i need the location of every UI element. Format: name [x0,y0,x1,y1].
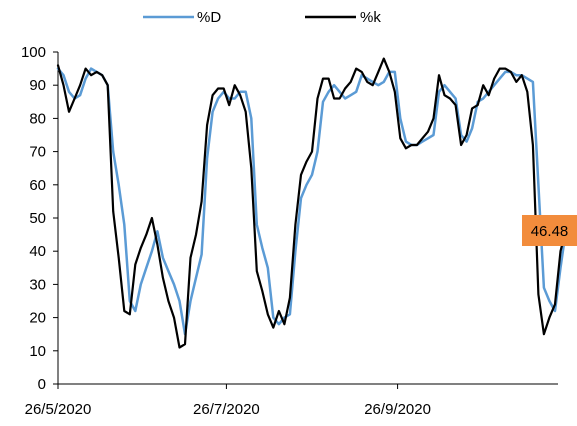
callout-value: 46.48 [531,223,569,240]
y-tick-label: 40 [29,243,46,260]
x-tick-label: 26/7/2020 [193,401,260,418]
x-tick-label: 26/9/2020 [364,401,431,418]
value-callout: 46.48 [522,215,577,246]
y-tick-label: 50 [29,210,46,227]
callout-box [522,215,577,246]
y-tick-label: 30 [29,276,46,293]
y-tick-label: 20 [29,310,46,327]
y-tick-label: 80 [29,110,46,127]
y-tick-label: 90 [29,77,46,94]
series-line-d [56,67,568,336]
legend-label-d: %D [197,9,221,26]
plot-lines [56,57,568,349]
y-tick-label: 100 [21,44,46,61]
x-axis: 26/5/2020 26/7/2020 26/9/2020 [25,383,558,418]
y-tick-label: 60 [29,177,46,194]
y-axis: 0 10 20 30 40 50 60 70 80 90 100 [21,44,59,393]
y-tick-label: 70 [29,144,46,161]
legend: %D %k [143,9,381,26]
y-tick-label: 10 [29,343,46,360]
series-line-k [56,57,568,349]
x-tick-label: 26/5/2020 [25,401,92,418]
legend-label-k: %k [360,9,381,26]
y-tick-label: 0 [38,376,46,393]
